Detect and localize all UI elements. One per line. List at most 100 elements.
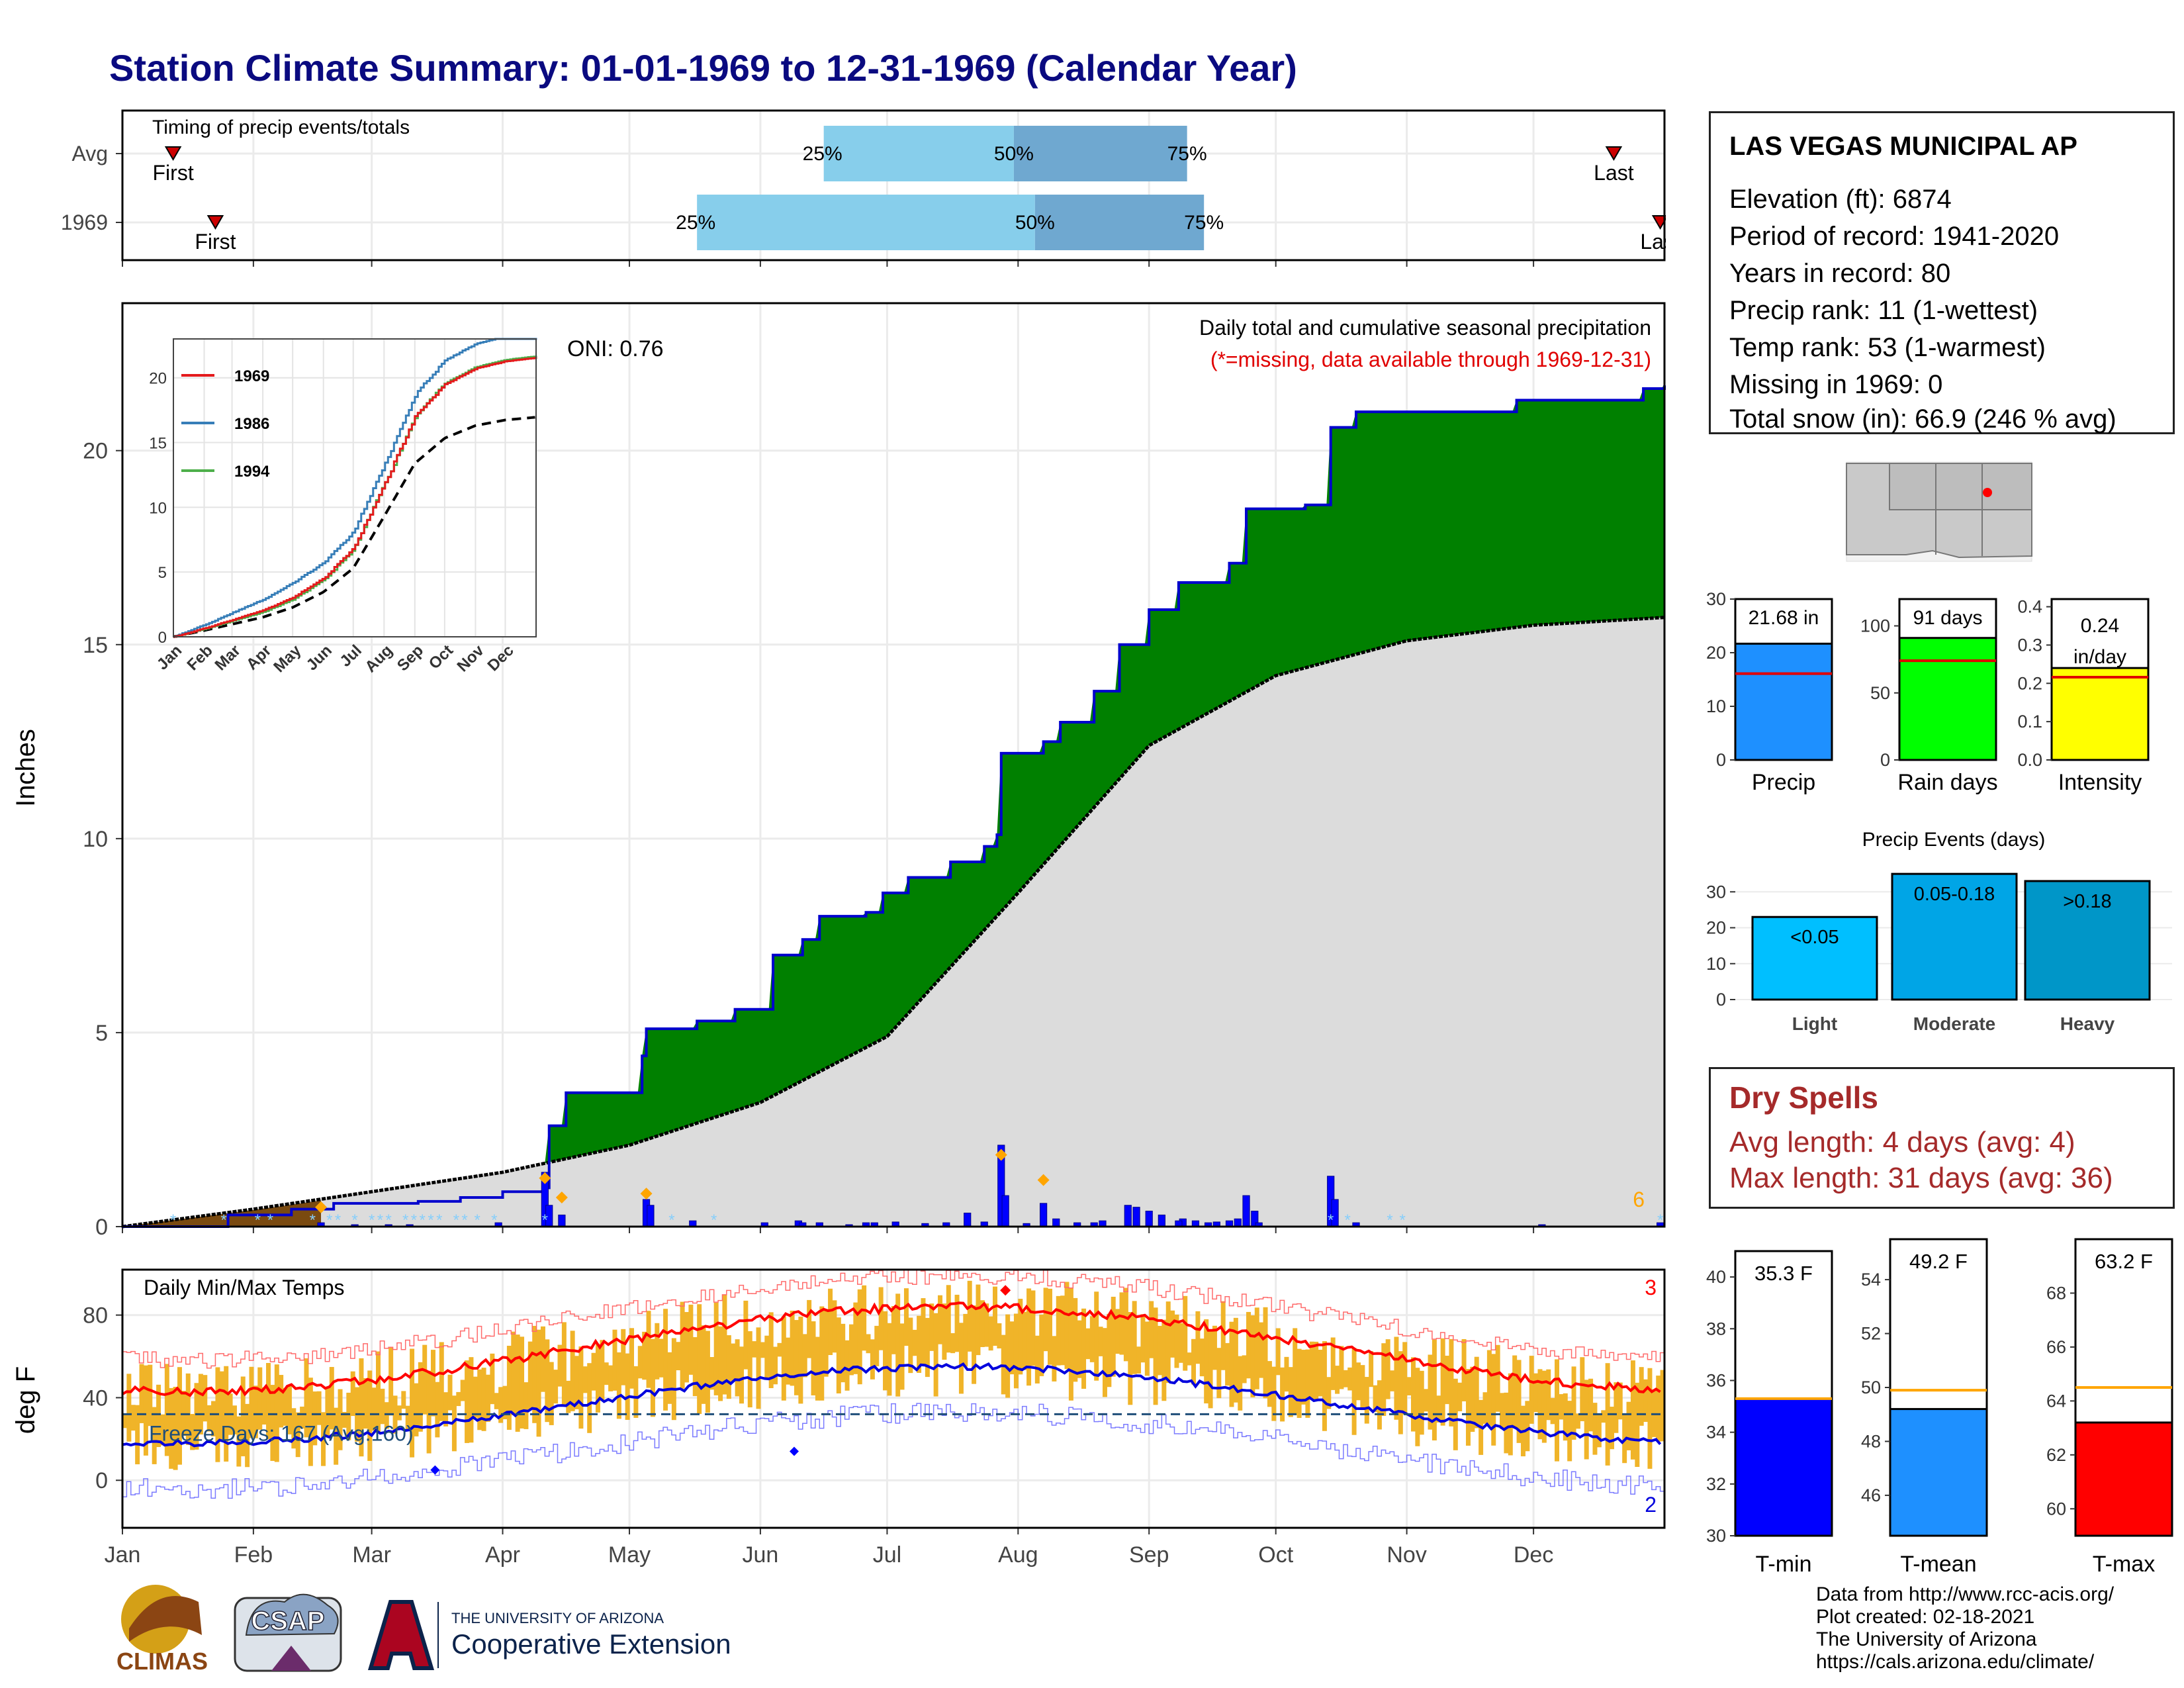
events-category: Moderate [1913, 1013, 1995, 1034]
daily-temp-bar [490, 1353, 495, 1405]
summary-bar-chart: 0 10 20 30 21.68 in Precip [1706, 589, 1833, 795]
daily-temp-bar [388, 1347, 394, 1416]
daily-temp-bar [1157, 1325, 1162, 1376]
temp-bar-y-tick: 40 [1706, 1267, 1726, 1287]
daily-temp-bar [1123, 1288, 1128, 1362]
dry-spells-box: Dry Spells Avg length: 4 days (avg: 4) M… [1709, 1067, 2175, 1209]
snow-day-marker: * [326, 1211, 332, 1229]
y-tick-label: 10 [83, 827, 108, 852]
timing-bar-lower [823, 126, 1014, 181]
daily-temp-bar [1546, 1369, 1551, 1421]
daily-temp-bar [312, 1391, 318, 1446]
daily-temp-bar [1140, 1314, 1146, 1363]
daily-temp-bar [1233, 1317, 1238, 1403]
daily-temp-bar [958, 1323, 964, 1394]
daily-temp-bar [1537, 1369, 1543, 1440]
events-y-tick: 0 [1716, 990, 1726, 1009]
daily-temp-bar [1563, 1393, 1568, 1441]
daily-temp-bar [498, 1387, 504, 1423]
daily-temp-bar [152, 1407, 157, 1464]
daily-temp-bar [1474, 1356, 1479, 1429]
daily-temp-bar [925, 1317, 930, 1378]
daily-temp-bar [148, 1364, 153, 1427]
daily-temp-bar [891, 1306, 896, 1354]
daily-temp-bar [219, 1371, 224, 1440]
temp-value-text: 63.2 F [2095, 1250, 2153, 1273]
daily-temp-bar [1647, 1368, 1653, 1469]
month-label: May [608, 1542, 651, 1568]
daily-precip-bar [1234, 1218, 1242, 1227]
timing-p75-label: 75% [1184, 212, 1224, 234]
daily-temp-bar [245, 1403, 250, 1468]
daily-temp-bar [828, 1288, 833, 1356]
month-label: Jul [873, 1542, 901, 1568]
y-tick-label: 5 [95, 1021, 108, 1046]
daily-temp-bar [456, 1391, 461, 1407]
daily-temp-bar [1457, 1382, 1463, 1411]
daily-temp-bar [1555, 1359, 1560, 1462]
daily-temp-bar [878, 1287, 884, 1350]
daily-temp-bar [731, 1343, 736, 1382]
daily-temp-bar [1301, 1350, 1306, 1405]
month-label: Nov [1387, 1542, 1426, 1568]
daily-temp-bar [844, 1340, 850, 1391]
first-marker [206, 215, 224, 230]
summary-y-tick: 20 [1706, 643, 1726, 663]
events-range-label: 0.05-0.18 [1914, 884, 1995, 905]
daily-temp-bar [341, 1412, 347, 1428]
daily-temp-bar [726, 1335, 731, 1399]
daily-temp-bar [300, 1406, 305, 1429]
temp-bar-y-tick: 52 [1861, 1324, 1881, 1344]
snow-day-marker: * [1387, 1211, 1392, 1229]
station-location-dot [1983, 488, 1992, 497]
y-tick-label: 20 [83, 439, 108, 464]
daily-temp-bar [1432, 1339, 1437, 1441]
daily-temp-bar [185, 1373, 191, 1445]
daily-temp-bar [764, 1335, 770, 1378]
daily-temp-bar [650, 1338, 655, 1417]
daily-temp-bar [786, 1337, 791, 1385]
daily-temp-bar [1322, 1341, 1327, 1431]
daily-temp-bar [316, 1391, 322, 1425]
daily-temp-bar [1048, 1288, 1052, 1365]
snow-day-marker: * [668, 1211, 674, 1229]
month-label: Oct [1258, 1542, 1293, 1568]
snow-day-marker: * [1328, 1211, 1334, 1229]
daily-temp-bar [908, 1317, 913, 1374]
snow-event-marker [539, 1172, 551, 1184]
daily-temp-bar [274, 1364, 279, 1462]
daily-temp-bar [912, 1329, 917, 1356]
events-bar [2024, 880, 2151, 1001]
snow-day-marker: * [1657, 1211, 1663, 1229]
daily-temp-bar [1660, 1370, 1665, 1442]
daily-temp-bar [1347, 1367, 1353, 1391]
daily-temp-bar [1610, 1407, 1614, 1450]
daily-temp-bar [621, 1329, 626, 1385]
daily-temp-bar [1005, 1314, 1011, 1398]
daily-temp-bar [938, 1295, 943, 1344]
daily-temp-bar [972, 1305, 977, 1384]
timing-row-label: 1969 [61, 211, 108, 234]
daily-temp-bar [566, 1380, 571, 1413]
daily-temp-bar [1089, 1316, 1095, 1362]
daily-precip-bar [1242, 1195, 1250, 1227]
record-high-marker [1000, 1285, 1011, 1296]
daily-temp-bar [1373, 1385, 1378, 1413]
daily-temp-bar [1351, 1348, 1357, 1435]
daily-temp-bar [557, 1344, 563, 1387]
daily-temp-bar [173, 1386, 178, 1470]
daily-temp-bar [553, 1370, 559, 1404]
daily-temp-bar [1119, 1292, 1124, 1355]
daily-temp-bar [1596, 1415, 1602, 1448]
inset-series-1969 [173, 357, 537, 638]
month-label: Apr [485, 1542, 520, 1568]
daily-temp-bar [659, 1338, 664, 1378]
daily-temp-bar [832, 1300, 837, 1353]
daily-temp-bar [1263, 1307, 1268, 1399]
daily-temp-bar [447, 1374, 453, 1411]
daily-temp-bar [794, 1320, 799, 1395]
precip-y-axis-title: Inches [11, 729, 40, 807]
daily-temp-bar [1178, 1323, 1183, 1363]
